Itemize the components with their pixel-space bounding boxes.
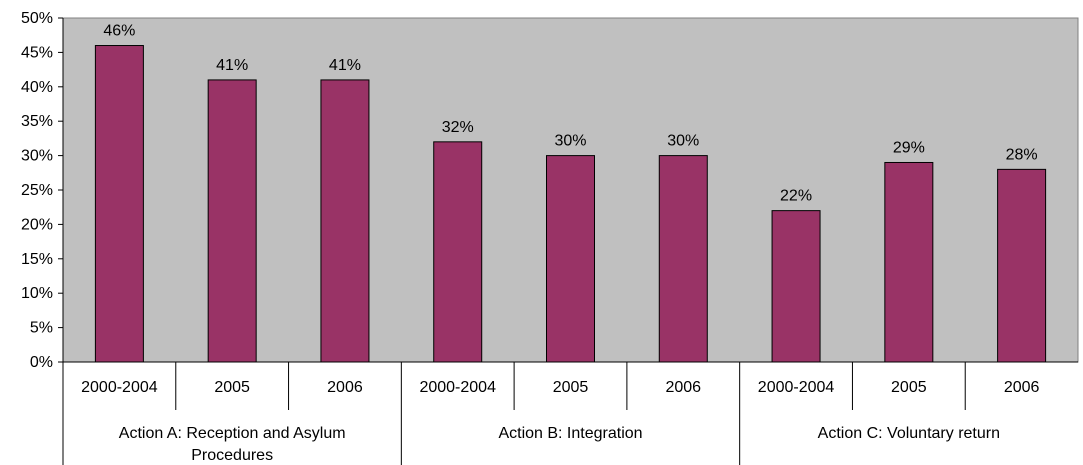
- bar: [433, 141, 483, 363]
- data-label: 41%: [329, 57, 361, 74]
- x-tick-label: 2000-2004: [758, 379, 835, 396]
- y-tick-label: 20%: [21, 216, 53, 233]
- bar: [771, 210, 821, 363]
- data-label: 22%: [780, 188, 812, 205]
- y-tick-label: 5%: [30, 320, 53, 337]
- data-label: 30%: [554, 133, 586, 150]
- group-label: Procedures: [191, 447, 273, 464]
- y-tick-label: 0%: [30, 354, 53, 371]
- y-tick-label: 50%: [21, 10, 53, 27]
- data-label: 46%: [103, 23, 135, 40]
- x-tick-label: 2005: [891, 379, 927, 396]
- x-tick-label: 2006: [665, 379, 701, 396]
- y-tick-label: 10%: [21, 285, 53, 302]
- y-tick-label: 45%: [21, 44, 53, 61]
- x-tick-label: 2000-2004: [419, 379, 496, 396]
- y-tick-label: 40%: [21, 79, 53, 96]
- y-tick-label: 30%: [21, 148, 53, 165]
- y-tick-label: 35%: [21, 113, 53, 130]
- data-label: 30%: [667, 133, 699, 150]
- x-tick-label: 2006: [1004, 379, 1040, 396]
- bars: [94, 45, 1047, 363]
- y-tick-label: 15%: [21, 251, 53, 268]
- bar: [546, 155, 595, 363]
- data-label: 28%: [1006, 146, 1038, 163]
- bar: [884, 161, 934, 363]
- x-tick-label: 2000-2004: [81, 379, 158, 396]
- group-label: Action B: Integration: [498, 425, 642, 442]
- bar: [207, 79, 257, 363]
- x-tick-label: 2006: [327, 379, 363, 396]
- data-label: 41%: [216, 57, 248, 74]
- bar: [94, 45, 144, 363]
- x-tick-label: 2005: [214, 379, 250, 396]
- labels: 46% 41% 41% 32% 30% 30% 22% 29% 28% 0% 5% 10% 15% 20%…: [21, 10, 1040, 464]
- data-label: 29%: [893, 139, 925, 156]
- axes: [58, 17, 1078, 465]
- group-label: Action C: Voluntary return: [818, 425, 1000, 442]
- bar: [997, 168, 1047, 363]
- bar: [658, 155, 708, 363]
- group-label: Action A: Reception and Asylum: [119, 425, 346, 442]
- y-tick-label: 25%: [21, 182, 53, 199]
- bar: [320, 79, 370, 363]
- data-label: 32%: [442, 119, 474, 136]
- x-tick-label: 2005: [553, 379, 589, 396]
